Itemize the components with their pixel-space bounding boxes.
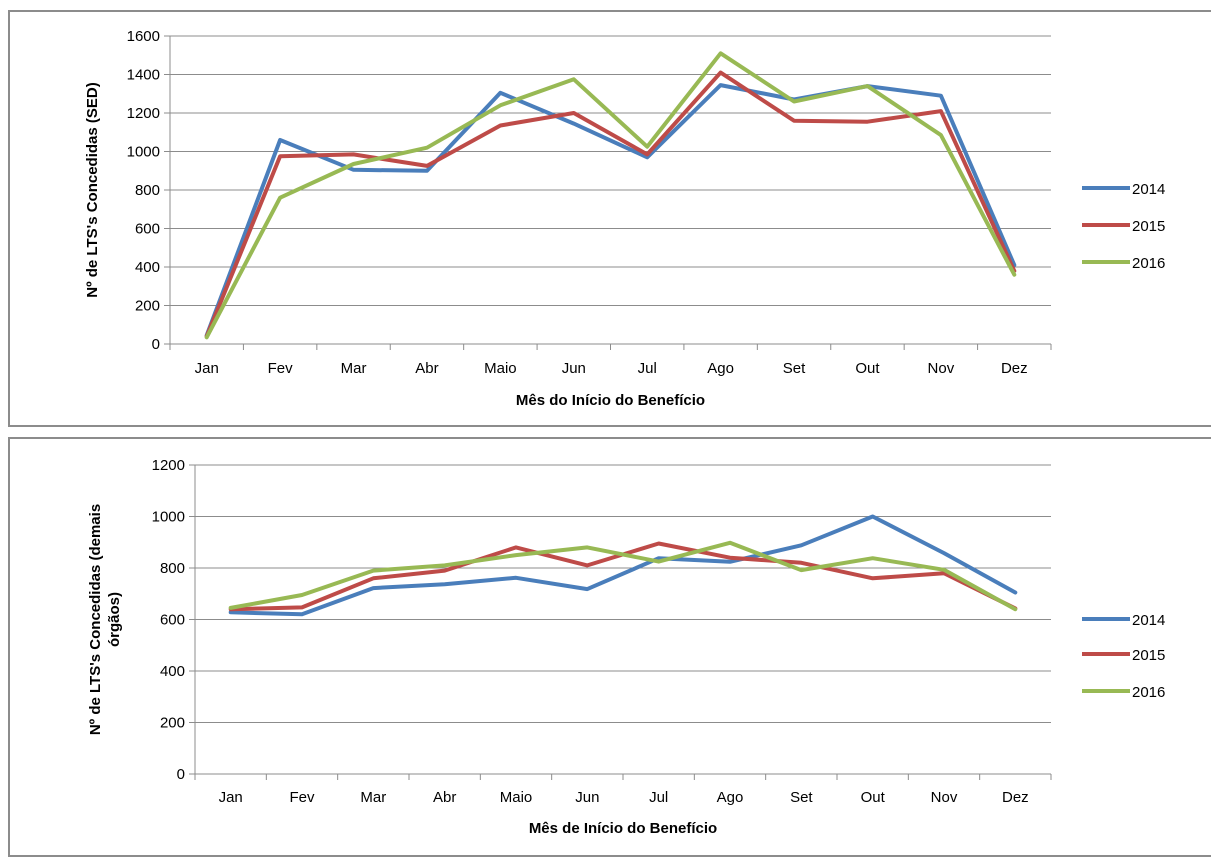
- x-tick-label-ago: Ago: [707, 360, 734, 377]
- y-tick-label: 1000: [127, 144, 160, 161]
- y-tick-label: 1200: [152, 457, 185, 474]
- legend-label-2015: 2015: [1132, 218, 1165, 235]
- y-axis-title: Nº de LTS's Concedidas (demais órgãos): [87, 504, 123, 735]
- series-line-2016: [204, 51, 1017, 340]
- chart-sed: 0 200 400 600 800 1000 1200 1400 1600 Jan Fev Mar Ab…: [84, 28, 1165, 409]
- legend-label-2016: 2016: [1132, 255, 1165, 272]
- legend-label-2015: 2015: [1132, 647, 1165, 664]
- y-tick-label: 1000: [152, 509, 185, 526]
- x-tick-label-maio: Maio: [500, 789, 533, 806]
- x-tick-label-out: Out: [855, 360, 880, 377]
- y-tick-label: 800: [160, 560, 185, 577]
- y-tick-label: 0: [177, 766, 185, 783]
- y-tick-label: 200: [135, 298, 160, 315]
- y-tick-label: 1400: [127, 67, 160, 84]
- series-line-2016: [228, 540, 1018, 612]
- x-tick-label-mar: Mar: [341, 360, 367, 377]
- x-tick-label-abr: Abr: [433, 789, 456, 806]
- x-tick-label-nov: Nov: [928, 360, 955, 377]
- x-tick-label-dez: Dez: [1001, 360, 1028, 377]
- x-tick-label-ago: Ago: [717, 789, 744, 806]
- y-tick-label: 600: [160, 612, 185, 629]
- chart-demais-orgaos: 0 200 400 600 800 1000 1200 Jan Fev Mar Abr Maio Jun…: [87, 457, 1165, 837]
- x-tick-label-mar: Mar: [360, 789, 386, 806]
- x-tick-label-fev: Fev: [289, 789, 315, 806]
- y-tick-label: 1200: [127, 105, 160, 122]
- x-tick-label-nov: Nov: [931, 789, 958, 806]
- y-tick-label: 400: [135, 259, 160, 276]
- x-tick-label-abr: Abr: [415, 360, 438, 377]
- y-axis-title-line: Nº de LTS's Concedidas (demais: [87, 504, 104, 735]
- x-tick-label-jul: Jul: [649, 789, 668, 806]
- x-tick-label-jan: Jan: [219, 789, 243, 806]
- x-tick-label-set: Set: [783, 360, 806, 377]
- legend-label-2014: 2014: [1132, 612, 1165, 629]
- series-line-2014: [228, 514, 1018, 617]
- y-axis-title: Nº de LTS's Concedidas (SED): [84, 82, 101, 297]
- chart-panel-sed: 0 200 400 600 800 1000 1200 1400 1600 Jan Fev Mar Ab…: [8, 10, 1211, 427]
- y-tick-label: 0: [152, 336, 160, 353]
- x-tick-label-jan: Jan: [195, 360, 219, 377]
- x-tick-label-out: Out: [861, 789, 886, 806]
- x-tick-label-maio: Maio: [484, 360, 517, 377]
- x-tick-label-jul: Jul: [638, 360, 657, 377]
- x-tick-label-jun: Jun: [562, 360, 586, 377]
- y-tick-label: 600: [135, 221, 160, 238]
- series-line-2015: [204, 70, 1017, 339]
- x-tick-label-jun: Jun: [575, 789, 599, 806]
- y-tick-label: 400: [160, 663, 185, 680]
- y-tick-label: 1600: [127, 28, 160, 45]
- series-line-2014: [204, 83, 1017, 338]
- y-tick-label: 200: [160, 715, 185, 732]
- x-tick-label-fev: Fev: [268, 360, 294, 377]
- x-axis-title: Mês de Início do Benefício: [529, 820, 717, 837]
- legend-label-2016: 2016: [1132, 684, 1165, 701]
- x-tick-label-set: Set: [790, 789, 813, 806]
- y-axis-title-line: órgãos): [106, 592, 123, 647]
- x-tick-label-dez: Dez: [1002, 789, 1029, 806]
- x-axis-title: Mês do Início do Benefício: [516, 392, 705, 409]
- y-tick-label: 800: [135, 182, 160, 199]
- chart-panel-demais-orgaos: 0 200 400 600 800 1000 1200 Jan Fev Mar Abr Maio Jun…: [8, 437, 1211, 857]
- legend-label-2014: 2014: [1132, 181, 1165, 198]
